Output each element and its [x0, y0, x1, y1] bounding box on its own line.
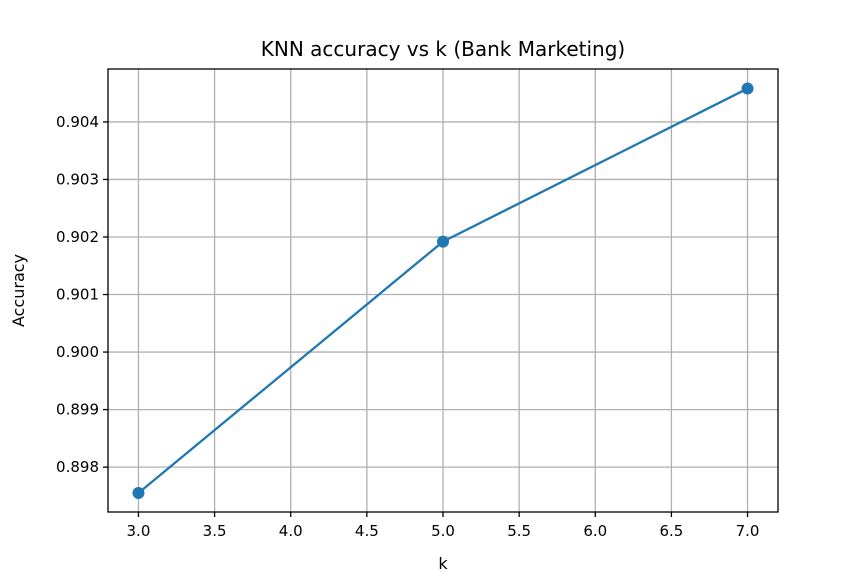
x-axis-label: k: [438, 554, 448, 573]
x-tick-label: 5.5: [507, 522, 531, 540]
x-tick-label: 7.0: [736, 522, 760, 540]
y-axis-label: Accuracy: [9, 254, 28, 327]
y-tick-label: 0.898: [56, 458, 99, 476]
data-point: [132, 487, 145, 500]
series-layer: [132, 82, 754, 500]
x-tick-label: 6.5: [659, 522, 683, 540]
x-tick-label: 4.5: [355, 522, 379, 540]
y-tick-label: 0.899: [56, 401, 99, 419]
x-tick-label: 4.0: [279, 522, 303, 540]
y-tick-label: 0.900: [56, 343, 99, 361]
x-tick-label: 5.0: [431, 522, 455, 540]
x-tick-label: 6.0: [583, 522, 607, 540]
ticks: 3.0 3.5 4.0 4.5 5.0 5.5 6.0 6.5 7.0 0.898 0.899 0.9…: [56, 113, 759, 540]
x-tick-label: 3.0: [127, 522, 151, 540]
data-point: [437, 235, 449, 248]
chart-title: KNN accuracy vs k (Bank Marketing): [261, 37, 625, 61]
y-tick-label: 0.903: [56, 170, 99, 188]
y-tick-label: 0.904: [56, 113, 99, 131]
y-tick-label: 0.901: [56, 286, 99, 304]
data-point: [741, 82, 754, 95]
x-tick-label: 3.5: [203, 522, 227, 540]
y-tick-label: 0.902: [56, 228, 99, 246]
